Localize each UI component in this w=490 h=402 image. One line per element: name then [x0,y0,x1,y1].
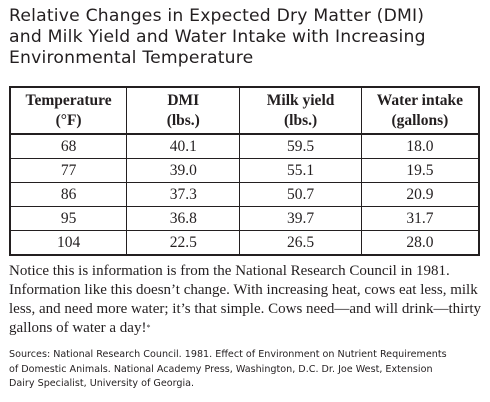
table-cell: 31.7 [360,206,480,231]
table-cell: 39.7 [239,206,362,231]
column-header-dmi: DMI (lbs.) [126,86,241,135]
table-cell: 95 [9,206,128,231]
header-unit: (lbs.) [283,111,318,129]
table-cell: 77 [9,158,128,183]
table-cell: 36.8 [126,206,241,231]
table-cell: 50.7 [239,182,362,207]
header-unit: (°F) [55,111,82,129]
table-cell: 37.3 [126,182,241,207]
table-cell: 68 [9,133,128,159]
table-cell: 20.9 [360,182,480,207]
header-label: Milk yield [266,91,335,109]
table-row: 86 37.3 50.7 20.9 [9,182,480,207]
sources-citation: Sources: National Research Council. 1981… [9,348,487,392]
title-line-1: Relative Changes in Expected Dry Matter … [9,6,425,26]
table-cell: 59.5 [239,133,362,159]
table-cell: 55.1 [239,158,362,183]
table-cell: 104 [9,230,128,256]
column-header-milk-yield: Milk yield (lbs.) [239,86,362,135]
table-cell: 39.0 [126,158,241,183]
table-cell: 40.1 [126,133,241,159]
page-title: Relative Changes in Expected Dry Matter … [9,6,485,69]
notice-line-last: gallons of water a day!* [9,319,485,338]
table-row: 95 36.8 39.7 31.7 [9,206,480,231]
table-row: 104 22.5 26.5 28.0 [9,230,480,256]
notice-line: less, and need more water; it’s that sim… [9,301,481,317]
table-row: 77 39.0 55.1 19.5 [9,158,480,183]
notice-line: Notice this is information is from the N… [9,263,450,279]
sources-line: Dairy Specialist, University of Georgia. [9,378,195,389]
header-unit: (lbs.) [166,111,200,129]
title-line-2: and Milk Yield and Water Intake with Inc… [9,27,426,47]
title-line-3: Environmental Temperature [9,48,254,68]
notice-line: Information like this doesn’t change. Wi… [9,282,478,298]
column-header-water-intake: Water intake (gallons) [360,86,480,135]
table-cell: 22.5 [126,230,241,256]
table-cell: 18.0 [360,133,480,159]
header-label: Water intake [376,91,464,109]
notice-paragraph: Notice this is information is from the N… [9,262,485,338]
header-label: DMI [167,91,200,109]
sources-line: of Domestic Animals. National Academy Pr… [9,363,433,375]
table-header-row: Temperature (°F) DMI (lbs.) Milk yield (… [9,86,480,135]
header-label: Temperature [25,91,112,109]
table-cell: 86 [9,182,128,207]
table-cell: 28.0 [360,230,480,256]
notice-line-text: gallons of water a day! [9,320,147,336]
header-unit: (gallons) [391,111,449,129]
table-row: 68 40.1 59.5 18.0 [9,133,480,159]
table-cell: 19.5 [360,158,480,183]
sources-line: Sources: National Research Council. 1981… [9,349,447,360]
footnote-mark: * [146,323,151,332]
table-cell: 26.5 [239,230,362,256]
column-header-temperature: Temperature (°F) [9,86,128,135]
data-table: Temperature (°F) DMI (lbs.) Milk yield (… [9,86,480,256]
